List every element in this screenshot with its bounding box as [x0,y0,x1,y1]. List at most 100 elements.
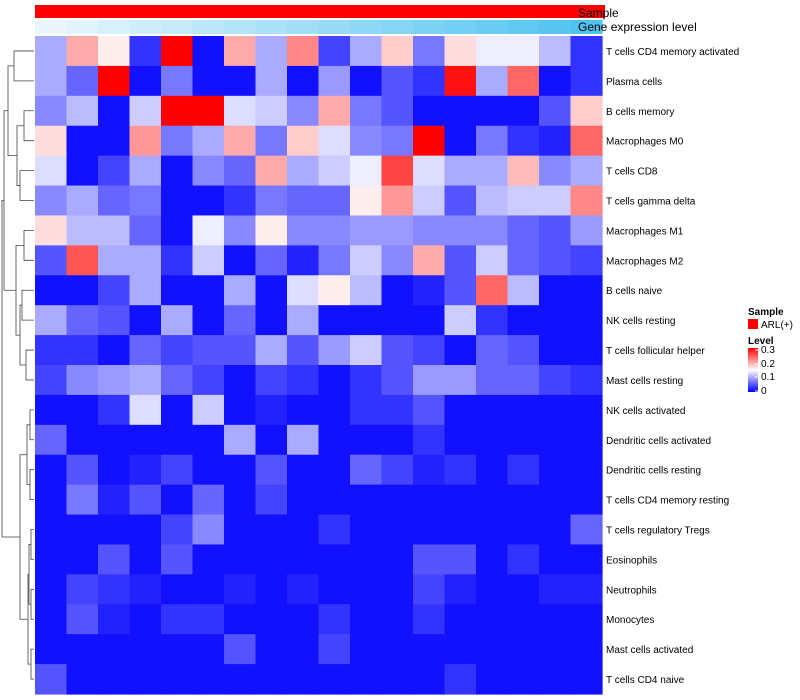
heatmap-cell [224,484,257,516]
heatmap-cell [413,125,446,157]
heatmap-cell [129,215,162,246]
heatmap-cell [255,245,288,276]
heatmap-cell [444,394,477,426]
heatmap-cell [161,664,194,695]
heatmap-cell [476,424,509,456]
heatmap-cell [381,634,414,665]
heatmap-cell [507,664,540,695]
row-label: T cells CD4 memory activated [606,47,739,58]
heatmap-cell [476,514,509,546]
heatmap-cell [255,65,288,97]
heatmap-cell [350,604,383,635]
heatmap-cell [98,215,131,246]
heatmap-cell [35,275,68,306]
heatmap-cell [539,365,572,396]
heatmap-cell [413,484,446,516]
heatmap-cell [318,544,351,575]
heatmap-cell [129,365,162,396]
expression-track-label: Gene expression level [578,20,697,34]
heatmap-cell [476,65,509,97]
heatmap-cell [255,365,288,396]
expression-level-cell [507,20,540,34]
heatmap-cell [224,365,257,396]
heatmap-cell [507,36,540,67]
heatmap-cell [224,185,257,217]
heatmap-cell [350,185,383,217]
heatmap-cell [192,424,225,456]
heatmap-cell [381,245,414,276]
heatmap-cell [129,335,162,366]
heatmap-cell [570,664,603,695]
heatmap-cell [318,424,351,456]
heatmap-cell [507,215,540,246]
heatmap-cell [161,514,194,546]
dendrogram-branch [7,65,17,157]
heatmap-cell [287,604,320,635]
heatmap-cell [476,664,509,695]
heatmap-cell [350,245,383,276]
heatmap-cell [539,155,572,187]
row-label: Neutrophils [606,585,657,596]
heatmap-cell [318,454,351,486]
heatmap-cell [192,245,225,276]
heatmap-cell [476,484,509,516]
row-label: T cells regulatory Tregs [606,526,710,537]
heatmap-cell [98,664,131,695]
heatmap-cell [98,185,131,217]
heatmap-cell [161,365,194,396]
dendrogram-branch [29,409,34,441]
legend: Sample ARL(+) Level 0.3 0.2 0.1 0 [748,307,793,397]
heatmap-cell [35,394,68,426]
dendrogram-branch [30,648,34,680]
heatmap-cell [381,275,414,306]
heatmap-cell [350,365,383,396]
heatmap-cell [444,275,477,306]
legend-tick-label: 0.3 [761,345,775,356]
dendrogram-branch [30,529,34,560]
heatmap-cell [66,125,99,157]
heatmap-cell [444,634,477,665]
heatmap-cell [570,245,603,276]
heatmap-cell [129,634,162,665]
heatmap-cell [570,95,603,127]
heatmap-cell [35,424,68,456]
heatmap-cell [287,365,320,396]
heatmap-cell [161,215,194,246]
heatmap-cell [161,185,194,217]
heatmap-cell [539,245,572,276]
heatmap-cell [129,484,162,516]
heatmap-cell [413,365,446,396]
heatmap-cell [539,335,572,366]
heatmap-cell [381,365,414,396]
expression-level-cell [255,20,288,34]
heatmap-cell [413,65,446,97]
expression-level-cell [224,20,257,34]
heatmap-cell [192,305,225,336]
row-dendrogram [1,50,34,680]
heatmap-cell [444,155,477,187]
heatmap-cell [129,245,162,276]
heatmap-cell [129,604,162,635]
heatmap-cell [350,544,383,575]
heatmap-cell [318,305,351,336]
heatmap-cell [287,664,320,695]
heatmap-cell [98,335,131,366]
heatmap-cell [350,454,383,486]
heatmap-cell [570,454,603,486]
heatmap-cell [255,95,288,127]
heatmap-cell [350,36,383,67]
heatmap-cell [570,604,603,635]
heatmap-cell [507,394,540,426]
heatmap-cell [318,664,351,695]
heatmap-cell [192,394,225,426]
heatmap-cell [539,664,572,695]
heatmap-cell [66,65,99,97]
heatmap-cell [570,185,603,217]
heatmap-cell [444,454,477,486]
heatmap-cell [507,305,540,336]
heatmap-cell [413,335,446,366]
heatmap-cell [192,544,225,575]
heatmap-cell [413,514,446,546]
heatmap-cell [98,604,131,635]
heatmap-cell [476,305,509,336]
